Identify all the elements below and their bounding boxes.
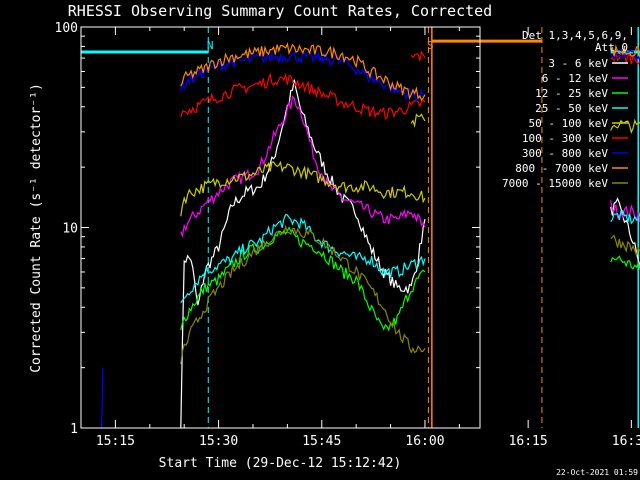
legend-label-6: 300 - 800 keV — [522, 147, 608, 160]
legend-label-2: 12 - 25 keV — [535, 87, 608, 100]
y-tick-label-1: 10 — [62, 222, 78, 237]
y-axis-label: Corrected Count Rate (s⁻¹ detector⁻¹) — [29, 83, 44, 373]
series-5-segment-2 — [610, 51, 640, 65]
legend-label-1: 6 - 12 keV — [542, 72, 609, 85]
series-0-segment-0 — [180, 79, 426, 429]
plot-frame — [80, 26, 481, 429]
x-axis-label: Start Time (29-Dec-12 15:12:42) — [159, 456, 402, 471]
legend-header-0: Det 1,3,4,5,6,9, — [522, 29, 628, 42]
x-tick-label-0: 15:15 — [96, 434, 135, 449]
series-8-segment-1 — [610, 234, 640, 258]
x-tick-label-5: 16:30 — [612, 434, 640, 449]
legend-label-8: 7000 - 15000 keV — [502, 177, 608, 190]
y-tick-label-2: 100 — [55, 21, 78, 36]
x-tick-label-2: 15:45 — [302, 434, 341, 449]
series-2-segment-0 — [180, 226, 426, 332]
legend-header-1: Att 0 — [595, 41, 628, 54]
y-tick-label-0: 1 — [70, 422, 78, 437]
marker-s-label: S — [427, 39, 434, 52]
x-tick-label-3: 16:00 — [405, 434, 444, 449]
legend-label-4: 50 - 100 keV — [529, 117, 609, 130]
series-6-segment-2 — [101, 367, 104, 429]
series-6-segment-0 — [180, 51, 426, 103]
legend-label-5: 100 - 300 keV — [522, 132, 608, 145]
x-tick-label-4: 16:15 — [509, 434, 548, 449]
chart-title: RHESSI Observing Summary Count Rates, Co… — [68, 2, 492, 20]
x-tick-label-1: 15:30 — [199, 434, 238, 449]
series-1-segment-0 — [180, 95, 426, 238]
series-4-segment-0 — [180, 160, 426, 217]
axes: 15:1515:3015:4516:0016:1516:3016:4511010… — [55, 21, 640, 449]
series-2-segment-1 — [610, 255, 640, 271]
series-5-segment-0 — [180, 72, 426, 120]
series-7-segment-0 — [180, 42, 426, 102]
series-3-segment-1 — [610, 210, 640, 225]
legend-label-0: 3 - 6 keV — [548, 57, 608, 70]
marker-n-label: N — [207, 39, 214, 52]
legend-label-3: 25 - 50 keV — [535, 102, 608, 115]
series-4-segment-2 — [610, 118, 640, 135]
series-6-segment-1 — [610, 48, 640, 63]
series-5-segment-1 — [410, 50, 426, 63]
series-0-segment-1 — [610, 197, 640, 267]
series-3-segment-0 — [180, 213, 426, 304]
legend-label-7: 800 - 7000 keV — [515, 162, 608, 175]
series-8-segment-0 — [180, 224, 426, 365]
series-7-segment-1 — [610, 44, 640, 58]
series-4-segment-1 — [410, 113, 426, 128]
legend: Det 1,3,4,5,6,9,Att 0 3 - 6 keV 6 - 12 keV… — [502, 29, 628, 190]
date-stamp: 22-Oct-2021 01:59 — [556, 468, 638, 477]
